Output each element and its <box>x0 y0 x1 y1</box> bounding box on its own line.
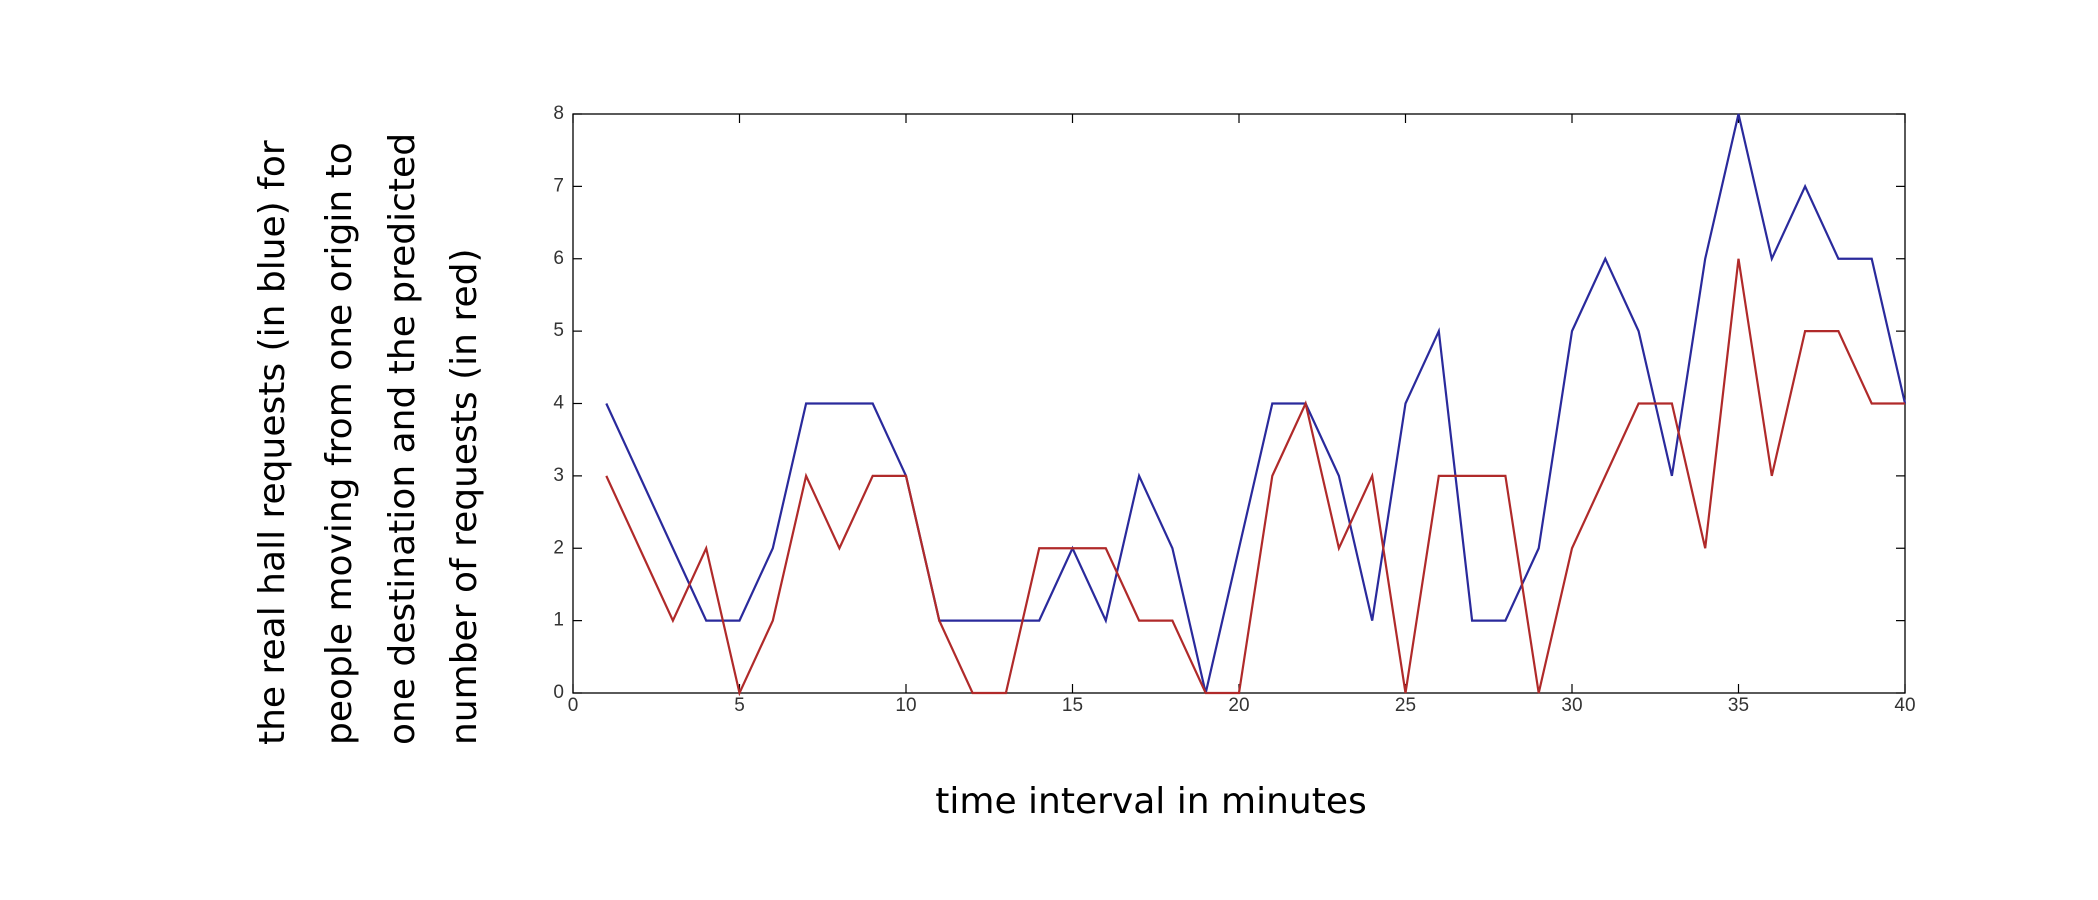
x-tick-label: 15 <box>1062 695 1083 716</box>
y-tick-label: 8 <box>553 103 564 124</box>
x-tick-label: 5 <box>734 695 745 716</box>
y-axis-label: people moving from one origin to <box>319 142 360 745</box>
y-tick-label: 2 <box>553 537 564 558</box>
data-line <box>605 258 1905 697</box>
y-axis-label: number of requests (in red) <box>444 249 485 746</box>
y-tick-label: 6 <box>553 248 564 269</box>
plot-frame <box>572 113 1906 694</box>
x-tick-label: 40 <box>1894 695 1915 716</box>
x-tick-label: 30 <box>1561 695 1582 716</box>
y-tick-label: 1 <box>553 610 564 631</box>
x-tick-label: 10 <box>895 695 916 716</box>
y-tick-label: 3 <box>553 465 564 486</box>
x-tick-label: 25 <box>1395 695 1416 716</box>
y-tick-label: 5 <box>553 320 564 341</box>
x-tick-label: 0 <box>568 695 579 716</box>
y-tick-label: 7 <box>553 175 564 196</box>
data-line <box>605 113 1907 694</box>
y-tick-label: 0 <box>553 682 564 703</box>
x-tick-label: 35 <box>1728 695 1749 716</box>
y-axis-label: one destination and the predicted <box>382 133 423 745</box>
y-axis-label: the real hall requests (in blue) for <box>252 140 293 745</box>
y-tick-label: 4 <box>553 393 564 414</box>
x-axis-label: time interval in minutes <box>935 781 1366 822</box>
x-tick-label: 20 <box>1228 695 1249 716</box>
